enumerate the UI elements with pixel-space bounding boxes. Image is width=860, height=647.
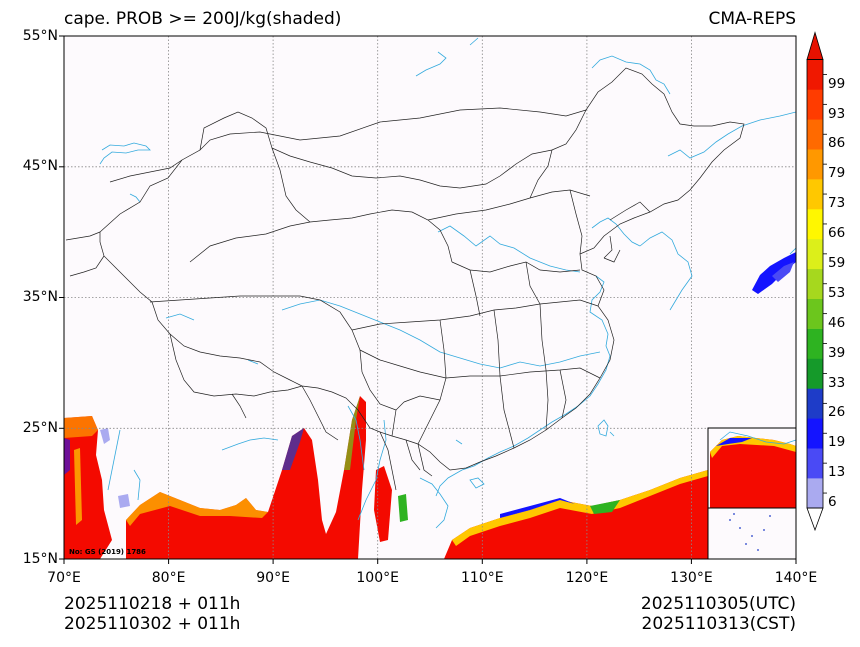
- colorbar-extend-min: [806, 507, 824, 532]
- colorbar-label-93: 93: [828, 106, 846, 122]
- footer-valid-cst: 2025110313(CST): [641, 614, 796, 634]
- colorbar-label-59: 59: [828, 255, 846, 271]
- colorbar-label-6: 6: [828, 494, 837, 510]
- map-approval-number: No: GS (2019) 1786: [69, 548, 146, 556]
- colorbar-label-53: 53: [828, 285, 846, 301]
- lat-tick-55: 55°N: [22, 28, 58, 44]
- colorbar-label-46: 46: [828, 315, 846, 331]
- colorbar-label-13: 13: [828, 464, 846, 480]
- colorbar-label-73: 73: [828, 195, 846, 211]
- lon-tick-120: 120°E: [565, 570, 609, 586]
- axis-ticks: [59, 35, 797, 564]
- gridlines: [64, 36, 796, 559]
- colorbar-label-86: 86: [828, 135, 846, 151]
- colorbar-segment: [807, 59, 823, 90]
- model-name: CMA-REPS: [708, 9, 796, 29]
- lat-tick-45: 45°N: [22, 158, 58, 174]
- footer-init-cst: 2025110302 + 011h: [64, 614, 241, 634]
- colorbar-extend-max: [806, 31, 824, 60]
- colorbar-segment: [807, 268, 823, 299]
- footer-init-utc: 2025110218 + 011h: [64, 594, 241, 614]
- lon-tick-70: 70°E: [47, 570, 81, 586]
- colorbar-segment: [807, 119, 823, 150]
- colorbar-label-26: 26: [828, 404, 846, 420]
- lon-tick-90: 90°E: [256, 570, 290, 586]
- colorbar-segment: [807, 238, 823, 270]
- colorbar-label-79: 79: [828, 165, 846, 181]
- colorbar-segment: [807, 328, 823, 359]
- lat-tick-15: 15°N: [22, 551, 58, 567]
- colorbar-segment: [807, 358, 823, 389]
- footer-valid-times: 2025110305(UTC) 2025110313(CST): [641, 594, 796, 634]
- lon-tick-140: 140°E: [774, 570, 818, 586]
- colorbar-segment: [807, 149, 823, 180]
- colorbar-segment: [807, 448, 823, 479]
- lon-tick-80: 80°E: [151, 570, 186, 586]
- colorbar-label-39: 39: [828, 345, 846, 361]
- footer-init-times: 2025110218 + 011h 2025110302 + 011h: [64, 594, 240, 634]
- probability-shading: [64, 252, 796, 559]
- colorbar-segment: [807, 298, 823, 329]
- lon-tick-110: 110°E: [461, 570, 504, 586]
- colorbar-label-66: 66: [828, 225, 846, 241]
- map-title: cape. PROB >= 200J/kg(shaded): [64, 9, 342, 29]
- lat-tick-25: 25°N: [22, 420, 58, 436]
- colorbar: [806, 31, 827, 532]
- colorbar-segment: [807, 478, 823, 509]
- inset-map: [707, 427, 797, 560]
- colorbar-segment: [807, 388, 823, 419]
- colorbar-segment: [807, 179, 823, 210]
- colorbar-segment: [807, 418, 823, 449]
- colorbar-label-19: 19: [828, 434, 846, 450]
- colorbar-label-99: 99: [828, 76, 846, 92]
- political-borders: [65, 67, 745, 491]
- lon-tick-100: 100°E: [356, 570, 399, 586]
- lon-tick-130: 130°E: [670, 570, 713, 586]
- footer-valid-utc: 2025110305(UTC): [640, 594, 796, 614]
- lat-tick-35: 35°N: [22, 289, 58, 305]
- colorbar-label-33: 33: [828, 375, 846, 391]
- colorbar-segment: [807, 209, 823, 240]
- colorbar-segment: [807, 89, 823, 120]
